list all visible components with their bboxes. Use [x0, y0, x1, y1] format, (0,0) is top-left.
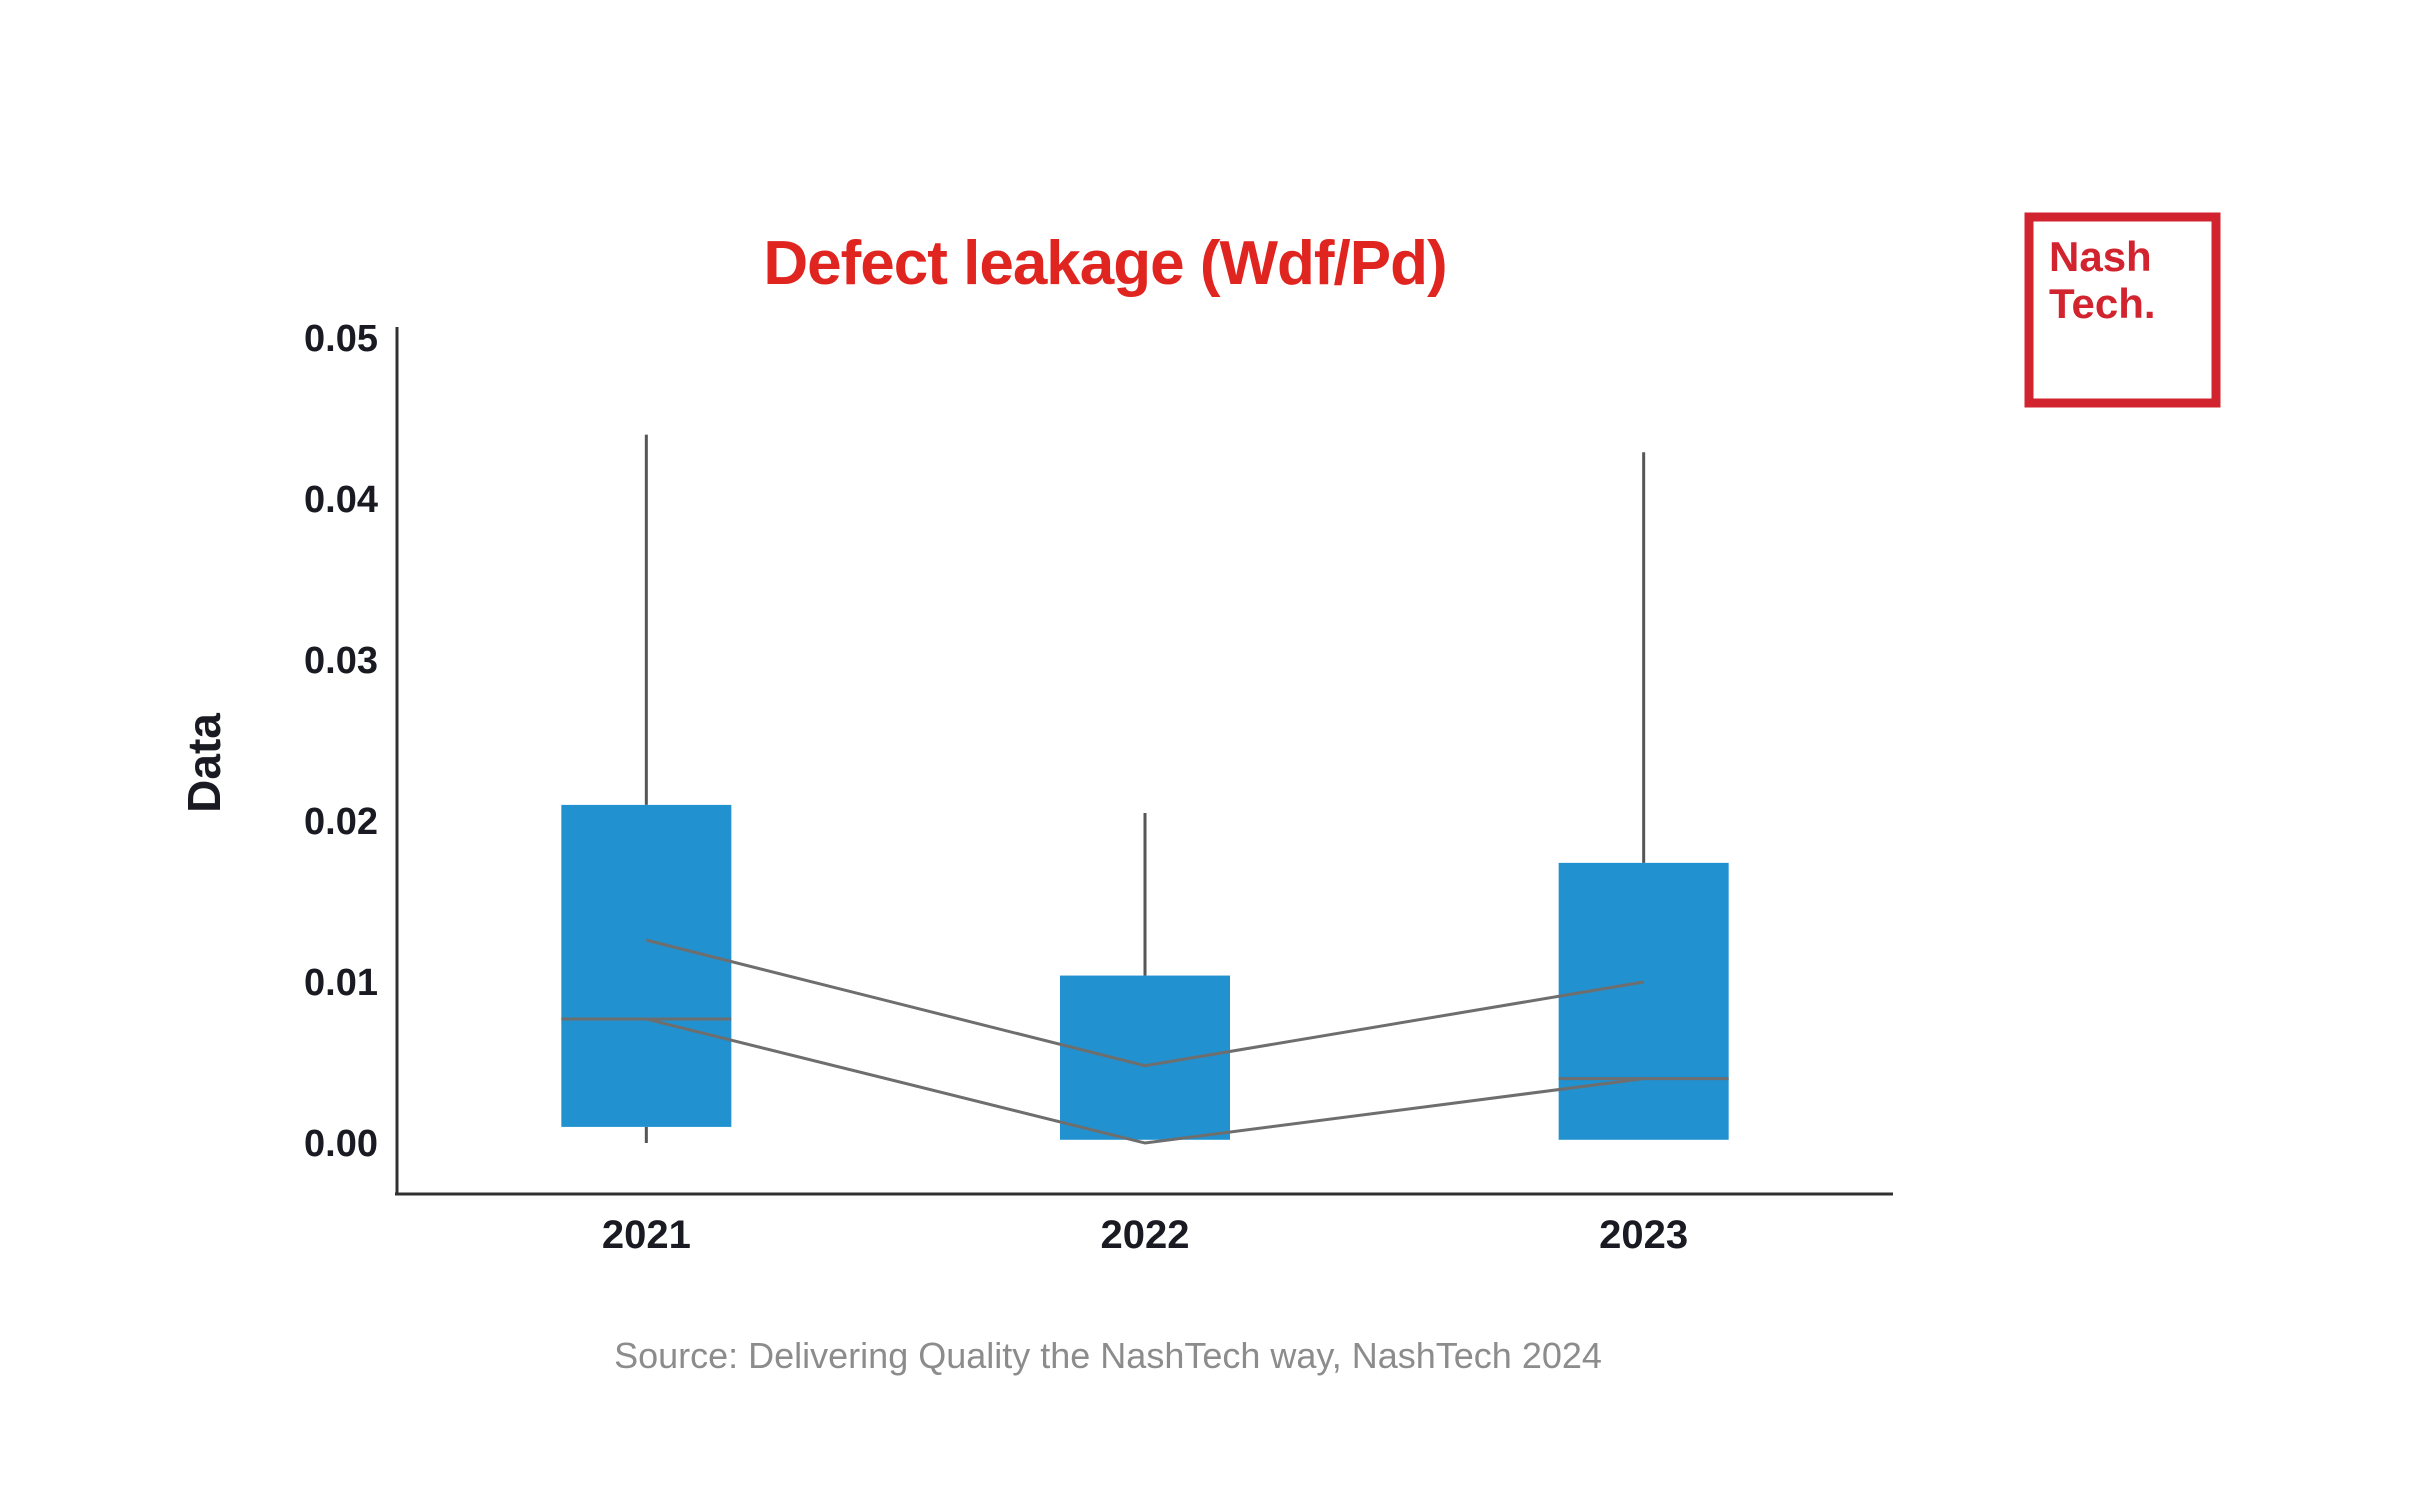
- chart-title: Defect leakage (Wdf/Pd): [763, 229, 1446, 298]
- box-2022: [1060, 975, 1230, 1140]
- nashtech-logo-text-line2: Tech.: [2049, 280, 2156, 327]
- nashtech-logo-text-line1: Nash: [2049, 233, 2152, 280]
- x-tick-label: 2021: [602, 1213, 691, 1257]
- y-tick-labels: 0.00 0.01 0.02 0.03 0.04 0.05: [304, 318, 378, 1165]
- whiskers: [644, 434, 1646, 1143]
- y-tick-label: 0.05: [304, 318, 378, 360]
- x-tick-label: 2023: [1599, 1213, 1688, 1257]
- box-2023: [1558, 862, 1729, 1140]
- source-caption: Source: Delivering Quality the NashTech …: [614, 1335, 1602, 1376]
- y-tick-label: 0.02: [304, 801, 378, 843]
- x-tick-labels: 2021 2022 2023: [602, 1213, 1688, 1257]
- x-tick-label: 2022: [1101, 1213, 1190, 1257]
- mean-trend-line: [645, 938, 1644, 1068]
- logo: Nash Tech.: [2024, 212, 2221, 408]
- y-axis-title: Data: [178, 713, 230, 813]
- y-tick-label: 0.00: [304, 1123, 378, 1165]
- nashtech-logo-frame: [2024, 212, 2221, 408]
- y-tick-label: 0.04: [304, 479, 378, 521]
- median-trend-line: [645, 1017, 1644, 1145]
- trend-lines: [645, 938, 1644, 1145]
- y-tick-label: 0.03: [304, 640, 378, 682]
- box-2021: [561, 804, 732, 1127]
- y-tick-label: 0.01: [304, 962, 378, 1004]
